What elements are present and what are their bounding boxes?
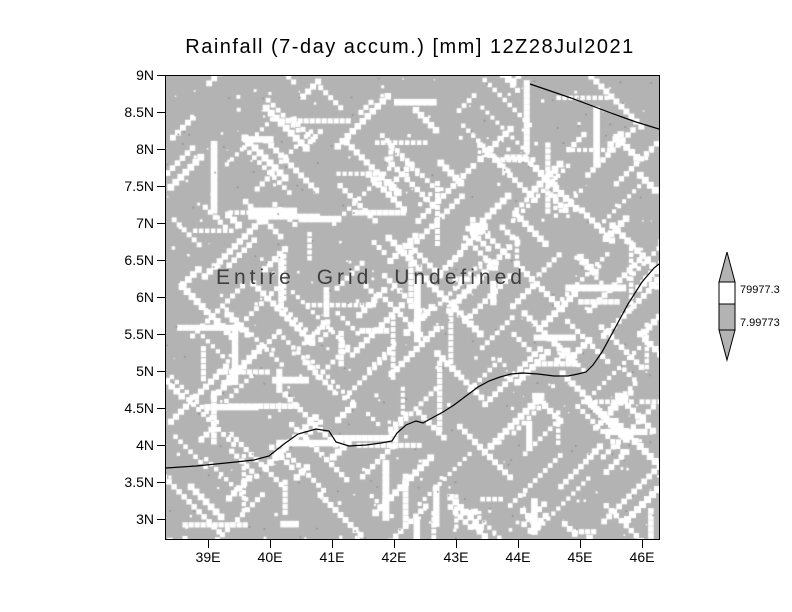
y-axis-tick-label: 5.5N <box>124 326 154 342</box>
y-axis-tick-label: 4.5N <box>124 400 154 416</box>
undefined-field-stipple <box>166 76 659 539</box>
x-axis-tick-label: 41E <box>319 549 345 565</box>
y-axis-tick-mark <box>157 445 165 446</box>
colorbar-lower-arrow <box>718 329 736 362</box>
colorbar-label-bottom: 7.99773 <box>740 317 780 329</box>
x-axis-tick-label: 46E <box>629 549 655 565</box>
colorbar-label-top: 79977.3 <box>740 284 780 296</box>
y-axis-tick-label: 6.5N <box>124 252 154 268</box>
x-axis-tick-label: 40E <box>257 549 283 565</box>
x-axis-tick-label: 42E <box>381 549 407 565</box>
y-axis-tick-label: 8N <box>136 141 154 157</box>
y-axis-tick-label: 7N <box>136 215 154 231</box>
x-axis-tick-mark <box>580 540 581 548</box>
colorbar-segment-gray <box>718 303 736 331</box>
y-axis-tick-mark <box>157 260 165 261</box>
y-axis-tick-mark <box>157 297 165 298</box>
y-axis-tick-label: 3N <box>136 511 154 527</box>
y-axis-tick-label: 5N <box>136 363 154 379</box>
colorbar-segment-white <box>718 281 736 305</box>
y-axis-tick-mark <box>157 186 165 187</box>
x-axis-tick-label: 45E <box>567 549 593 565</box>
y-axis-tick-mark <box>157 112 165 113</box>
y-axis-tick-label: 8.5N <box>124 104 154 120</box>
colorbar <box>718 252 736 362</box>
x-axis-tick-label: 43E <box>443 549 469 565</box>
y-axis-tick-label: 7.5N <box>124 178 154 194</box>
x-axis-tick-mark <box>394 540 395 548</box>
y-axis-tick-mark <box>157 334 165 335</box>
x-axis-tick-mark <box>518 540 519 548</box>
y-axis-tick-label: 3.5N <box>124 474 154 490</box>
y-axis-tick-label: 9N <box>136 67 154 83</box>
y-axis-tick-mark <box>157 519 165 520</box>
y-axis-tick-mark <box>157 75 165 76</box>
chart-title: Rainfall (7-day accum.) [mm] 12Z28Jul202… <box>185 36 635 58</box>
y-axis-tick-label: 4N <box>136 437 154 453</box>
x-axis-tick-mark <box>456 540 457 548</box>
x-axis-tick-mark <box>208 540 209 548</box>
x-axis-tick-label: 44E <box>505 549 531 565</box>
coastline-overlay <box>166 83 659 469</box>
x-axis-tick-mark <box>270 540 271 548</box>
x-axis-tick-label: 39E <box>195 549 221 565</box>
y-axis-tick-mark <box>157 482 165 483</box>
y-axis-tick-mark <box>157 371 165 372</box>
y-axis-tick-mark <box>157 223 165 224</box>
x-axis-tick-mark <box>332 540 333 548</box>
colorbar-upper-arrow <box>718 252 736 283</box>
plot-area: Entire Grid Undefined <box>165 75 660 540</box>
x-axis-tick-mark <box>642 540 643 548</box>
y-axis-tick-mark <box>157 408 165 409</box>
y-axis-tick-mark <box>157 149 165 150</box>
coastline-south <box>166 263 659 469</box>
grid-undefined-message: Entire Grid Undefined <box>216 266 526 289</box>
coastline-northeast <box>529 83 659 130</box>
y-axis-tick-label: 6N <box>136 289 154 305</box>
